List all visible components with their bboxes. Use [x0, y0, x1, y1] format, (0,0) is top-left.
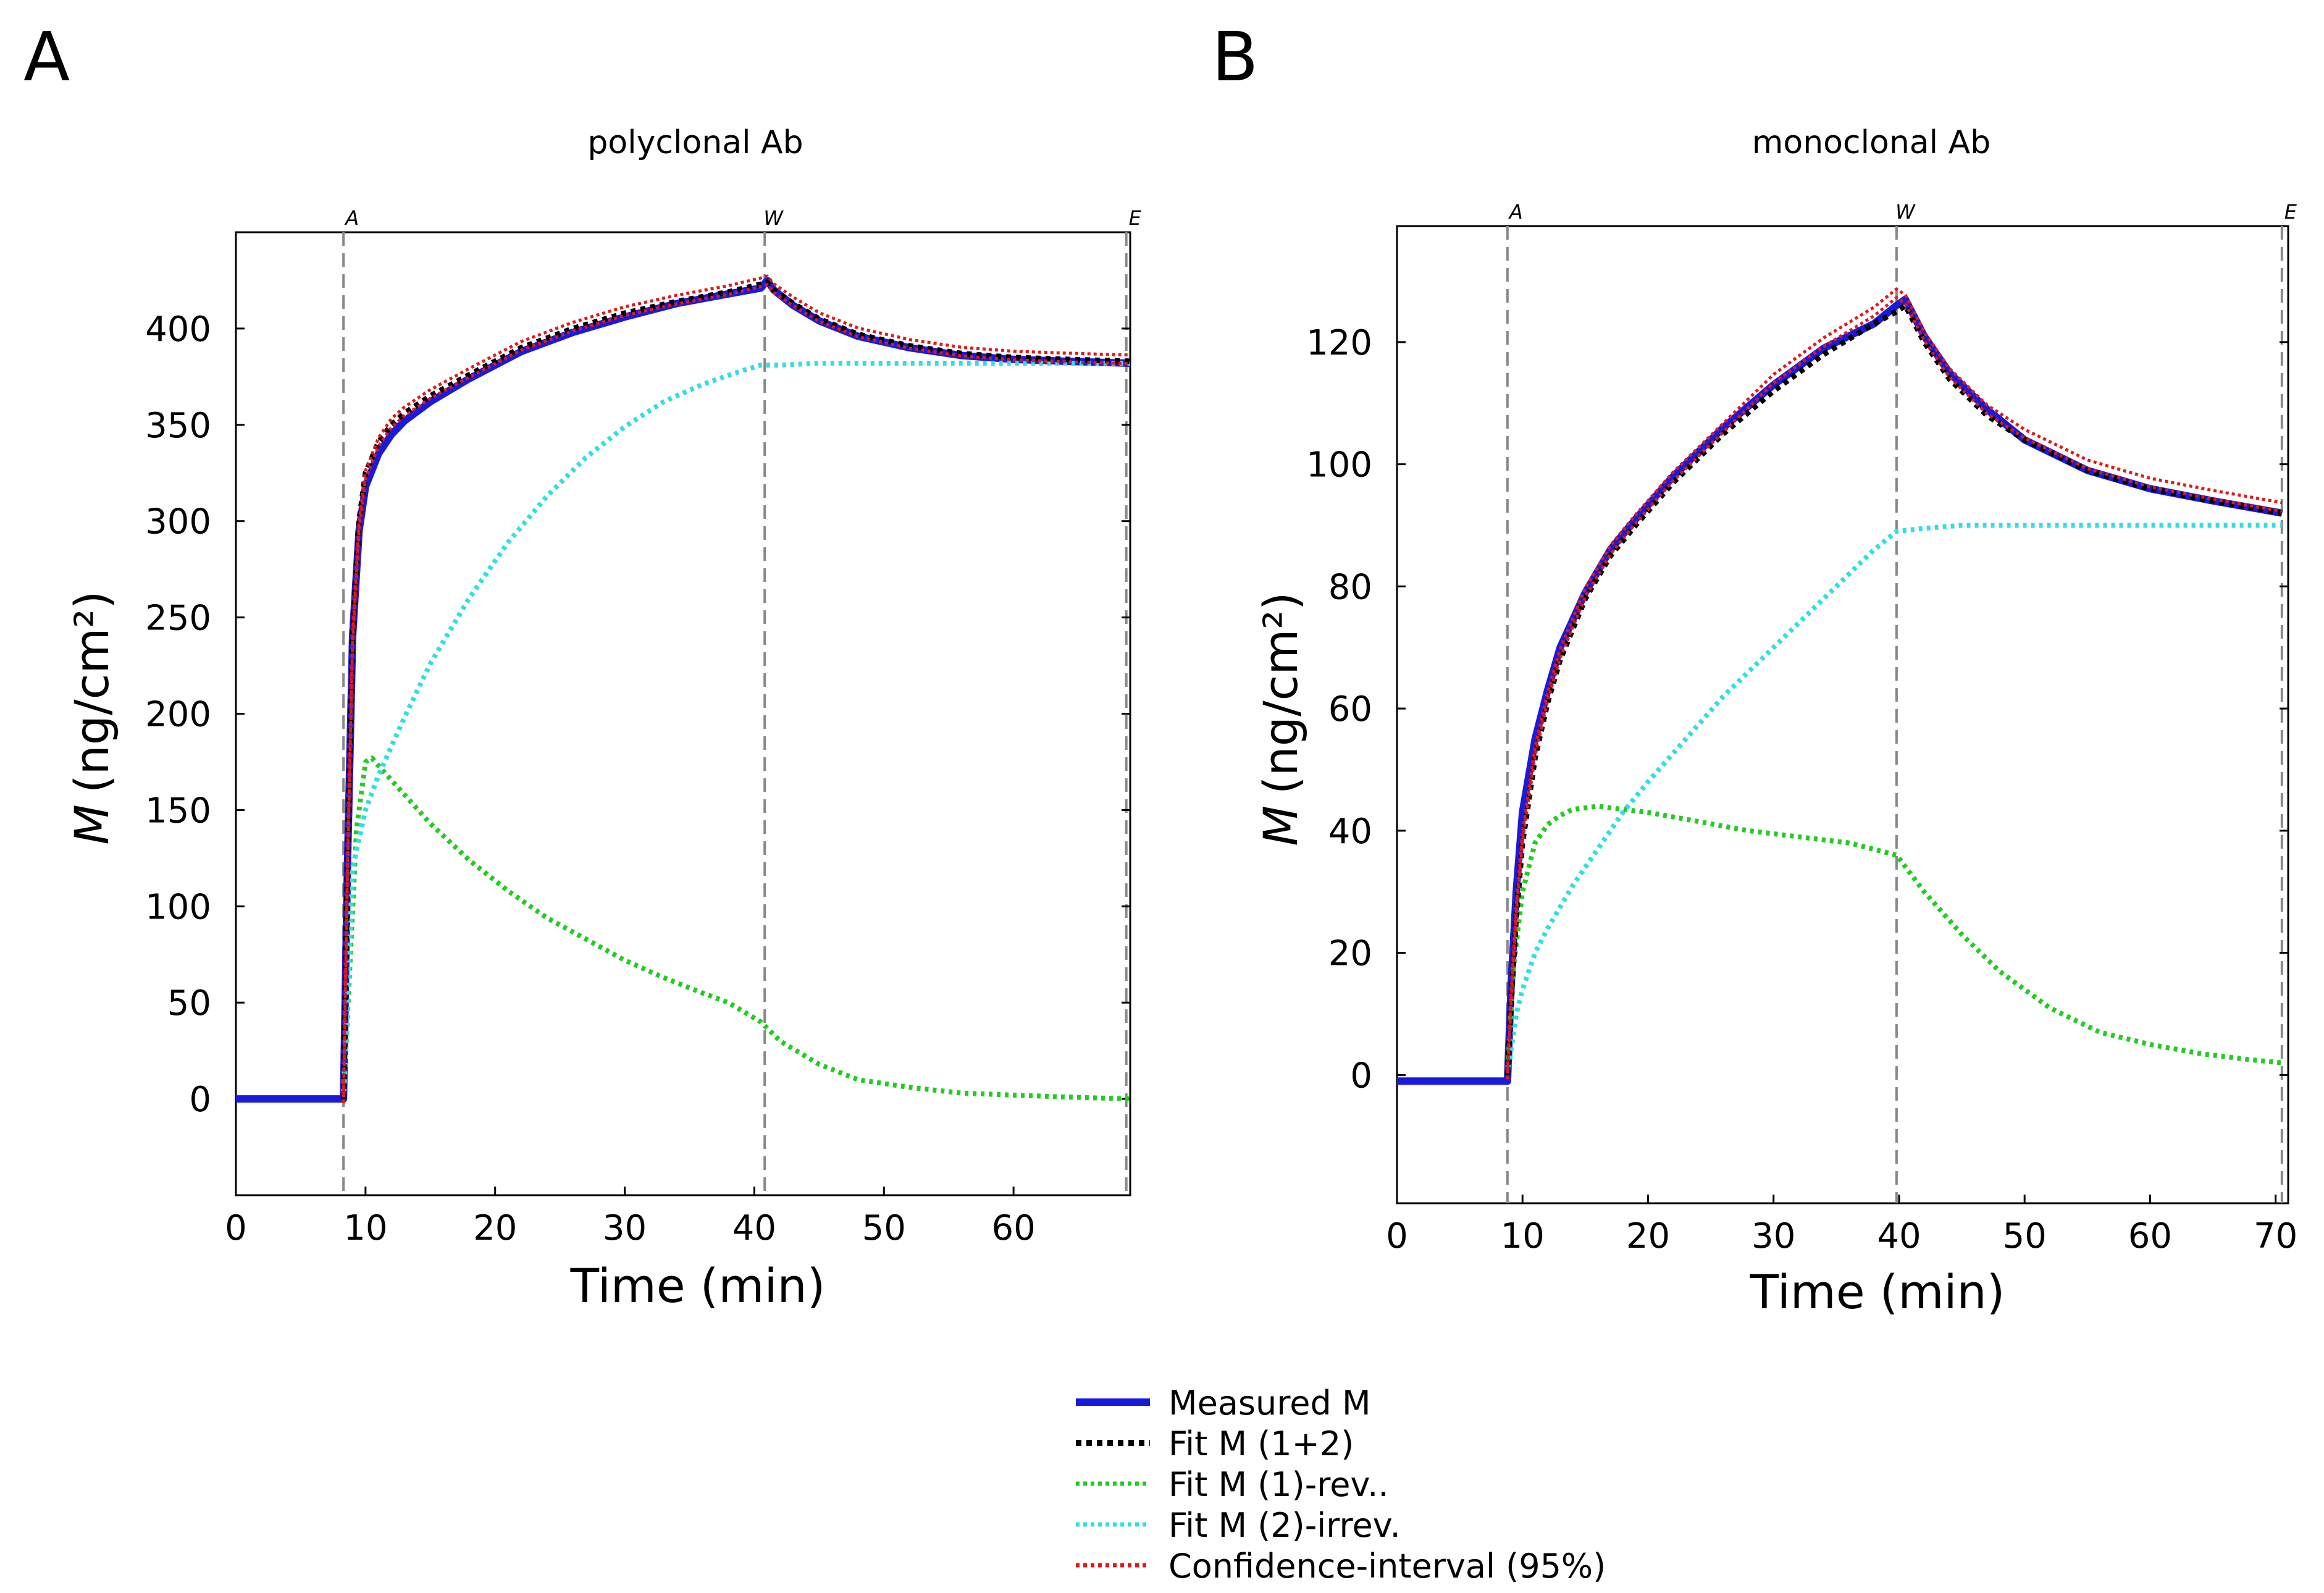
- x-tick-label: 40: [1877, 1216, 1921, 1256]
- phase-marker-label-E: E: [2284, 200, 2297, 224]
- phase-marker-label-A: A: [1508, 200, 1523, 224]
- series-confidence-interval-95-lower: [342, 283, 1131, 1104]
- series-fit-m-1-rev: [341, 755, 1131, 1102]
- y-tick-label: 150: [145, 791, 211, 831]
- y-tick-label: 100: [1306, 445, 1372, 485]
- y-tick-label: 40: [1328, 812, 1372, 852]
- y-tick-label: 20: [1328, 934, 1372, 974]
- legend-label: Fit M (1+2): [1168, 1424, 1354, 1463]
- panel-a-ylabel-var: M: [64, 804, 119, 845]
- panel-a-ylabel-unit: (ng/cm²): [64, 591, 119, 793]
- panel-b-title: monoclonal Ab: [1752, 124, 1991, 161]
- x-tick-label: 10: [343, 1208, 387, 1248]
- panel-b-ylabel: M (ng/cm²): [1253, 592, 1308, 846]
- panel-b-plot: A W E 0 10 20 30 40 50 60 70 0 20 40 60 80 100 120: [1306, 200, 2297, 1256]
- x-tick-label: 60: [991, 1208, 1035, 1248]
- panel-a: A polyclonal Ab A W E 0 10 20 30 40 50 60 0 50 100 15…: [23, 17, 1142, 1313]
- y-tick-label: 250: [145, 599, 211, 639]
- x-tick-label: 0: [225, 1208, 247, 1248]
- x-tick-label: 0: [1386, 1216, 1408, 1256]
- panel-b-xlabel: Time (min): [1750, 1264, 2005, 1319]
- y-tick-label: 400: [145, 309, 211, 350]
- x-tick-label: 30: [1751, 1216, 1795, 1256]
- series-measured-m: [236, 277, 1131, 1103]
- series-fit-m-2-irrev: [341, 361, 1130, 1099]
- legend-label: Confidence-interval (95%): [1168, 1547, 1606, 1586]
- y-tick-label: 300: [145, 502, 211, 542]
- x-tick-label: 10: [1501, 1216, 1545, 1256]
- legend-label: Measured M: [1168, 1384, 1371, 1423]
- legend-label: Fit M (1)-rev..: [1168, 1465, 1389, 1504]
- series-fit-m-1-2: [1504, 303, 2283, 1075]
- panel-a-ylabel: M (ng/cm²): [64, 591, 119, 844]
- x-tick-label: 20: [1626, 1216, 1670, 1256]
- y-tick-label: 50: [167, 983, 211, 1023]
- panel-b-ylabel-unit: (ng/cm²): [1253, 592, 1308, 794]
- panel-b-plot-frame: [1396, 225, 2289, 1204]
- panel-b-ylabel-var: M: [1253, 805, 1308, 846]
- phase-marker-label-W: W: [1895, 200, 1916, 224]
- x-tick-label: 60: [2128, 1216, 2172, 1256]
- y-tick-label: 350: [145, 406, 211, 446]
- phase-marker-label-W: W: [763, 206, 784, 230]
- y-tick-label: 120: [1306, 323, 1372, 363]
- y-tick-label: 200: [145, 695, 211, 735]
- series-fit-m-1-rev: [1504, 804, 2283, 1075]
- panel-a-plot-frame: [235, 231, 1131, 1196]
- phase-marker-label-A: A: [344, 206, 359, 230]
- panel-a-title: polyclonal Ab: [587, 124, 803, 161]
- x-tick-label: 20: [473, 1208, 517, 1248]
- series-confidence-interval-95-upper: [1506, 287, 2283, 1071]
- panel-a-xlabel: Time (min): [570, 1258, 826, 1313]
- y-tick-label: 100: [145, 887, 211, 927]
- x-tick-label: 70: [2254, 1216, 2297, 1256]
- y-tick-label: 80: [1328, 567, 1372, 607]
- panel-b: B monoclonal Ab A W E 0 10 20 30 40 50 60 70 0 20 40 6…: [1212, 17, 2297, 1319]
- legend-label: Fit M (2)-irrev.: [1168, 1506, 1401, 1545]
- series-confidence-interval-95-upper: [342, 274, 1131, 1095]
- phase-marker-label-E: E: [1129, 206, 1142, 230]
- series-confidence-interval-95-lower: [1506, 296, 2283, 1080]
- x-tick-label: 50: [2003, 1216, 2047, 1256]
- x-tick-label: 40: [732, 1208, 776, 1248]
- panel-a-plot: A W E 0 10 20 30 40 50 60 0 50 100 150 200 250 300 350 400: [145, 206, 1141, 1248]
- panel-b-letter: B: [1212, 17, 1258, 96]
- y-tick-label: 0: [1350, 1056, 1372, 1096]
- x-tick-label: 50: [862, 1208, 906, 1248]
- y-tick-label: 0: [189, 1080, 211, 1120]
- y-tick-label: 60: [1328, 689, 1372, 729]
- series-fit-m-1-2: [340, 279, 1131, 1099]
- x-tick-label: 30: [603, 1208, 647, 1248]
- series-fit-m-2-irrev: [1504, 523, 2282, 1075]
- panel-a-letter: A: [23, 17, 70, 96]
